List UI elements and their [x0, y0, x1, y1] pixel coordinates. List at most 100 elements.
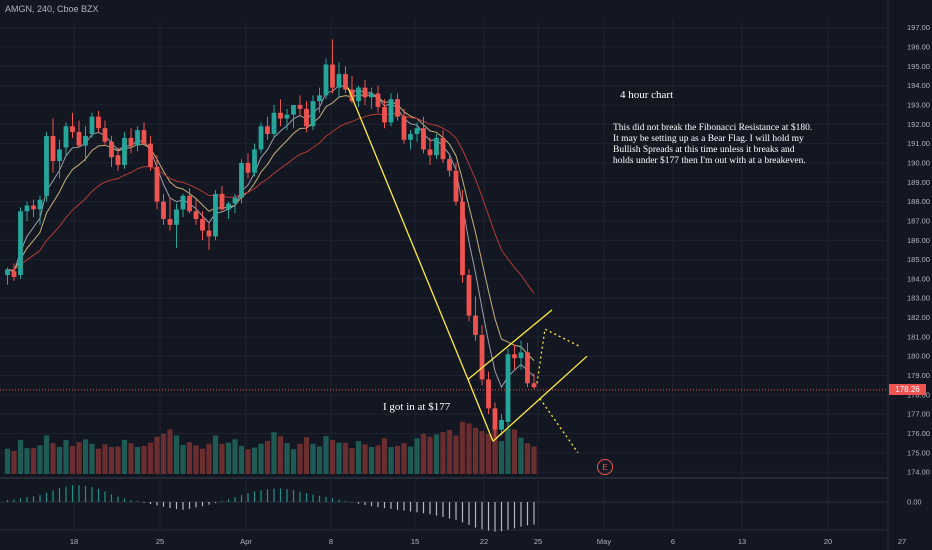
candle-body [141, 130, 147, 144]
volume-bar [375, 445, 381, 474]
flag-bottom-line [467, 379, 494, 442]
candle-body [102, 128, 108, 142]
candle-body [193, 211, 199, 220]
y-tick-label: 191.00 [907, 139, 930, 148]
y-tick-label: 184.00 [907, 274, 930, 283]
volume-bar [479, 431, 485, 474]
projection-drop-path [539, 398, 579, 454]
candle-body [219, 193, 225, 210]
volume-bar [251, 447, 258, 474]
candle-body [297, 105, 303, 109]
candle-body [401, 116, 407, 140]
y-tick-label: 179.00 [907, 371, 930, 380]
volume-bar [362, 444, 368, 474]
candle-body [187, 195, 192, 212]
chart-note-body: This did not break the Fibonacci Resista… [613, 123, 813, 166]
flagpole-line [347, 87, 469, 380]
candle-body [135, 130, 140, 146]
volume-bar [245, 449, 251, 474]
symbol-header: AMGN, 240, Cboe BZX [5, 4, 99, 14]
volume-bar [271, 432, 277, 474]
candle-body [31, 205, 36, 210]
candle-body [252, 149, 257, 173]
projection-bounce-path [536, 328, 581, 384]
x-tick-label: 20 [824, 537, 832, 546]
volume-bar [277, 436, 284, 474]
candle-body [245, 162, 251, 173]
volume-bar [433, 434, 440, 474]
volume-bar [95, 448, 102, 474]
volume-bar [355, 441, 362, 474]
candle-body [161, 201, 166, 220]
candle-body [115, 155, 121, 165]
trend-drawings[interactable]: E [347, 87, 613, 475]
y-tick-label: 192.00 [907, 120, 930, 129]
candle-body [154, 166, 160, 202]
candle-body [492, 408, 498, 430]
oscillator-pane [0, 485, 888, 532]
candle-body [505, 354, 511, 422]
ma-slow-line [7, 112, 535, 294]
x-tick-label: Apr [240, 537, 252, 546]
volume-bar [167, 429, 173, 474]
volume-bar [102, 444, 108, 474]
volume-bars [4, 421, 537, 474]
chart-note-title: 4 hour chart [620, 89, 674, 101]
volume-bar [414, 438, 420, 474]
time-axis[interactable]: 18 25 Apr 8 15 22 25 May 6 13 20 27 [70, 537, 906, 546]
volume-bar [134, 447, 141, 474]
volume-bar [193, 445, 199, 474]
volume-bar [342, 442, 349, 474]
candle-body [96, 116, 101, 129]
candle-body [369, 93, 374, 98]
y-tick-label: 181.00 [907, 332, 930, 341]
volume-bar [472, 427, 479, 474]
earnings-event-icon [597, 459, 613, 475]
volume-bar [368, 447, 375, 474]
candle-body [206, 230, 212, 237]
candle-body [343, 74, 348, 90]
volume-bar [43, 435, 50, 474]
y-tick-label: 177.00 [907, 410, 930, 419]
volume-bar [505, 428, 511, 474]
candle-body [388, 99, 394, 123]
candle-body [531, 383, 537, 388]
volume-bar [63, 439, 69, 474]
volume-bar [212, 435, 219, 474]
candle-body [453, 170, 459, 202]
volume-bar [264, 441, 271, 474]
candle-body [167, 219, 173, 225]
candle-body [525, 352, 530, 384]
volume-bar [394, 445, 401, 474]
volume-bar [206, 443, 212, 474]
volume-bar [381, 438, 388, 474]
y-tick-label: 188.00 [907, 197, 930, 206]
volume-bar [219, 443, 225, 474]
volume-bar [316, 446, 323, 474]
candle-body [258, 126, 264, 150]
candle-body [427, 149, 433, 156]
candle-body [63, 126, 69, 148]
x-tick-label: 25 [156, 537, 164, 546]
candle-body [44, 135, 49, 196]
candle-body [122, 137, 127, 165]
volume-bar [427, 436, 433, 474]
candle-body [89, 116, 95, 134]
ma-fast-line [7, 84, 535, 389]
last-price-tag: 178.26 [889, 384, 926, 395]
candle-body [382, 106, 387, 123]
y-tick-label: 185.00 [907, 255, 930, 264]
y-tick-label: 196.00 [907, 43, 930, 52]
candle-body [271, 112, 277, 134]
candle-body [284, 114, 290, 119]
x-tick-label: May [597, 537, 611, 546]
volume-bar [446, 430, 453, 474]
volume-bar [238, 445, 245, 474]
volume-bar [258, 443, 264, 474]
volume-bar [4, 448, 11, 474]
volume-bar [128, 443, 134, 474]
flag-upper-channel [467, 309, 553, 380]
volume-bar [349, 448, 355, 474]
candle-body [50, 135, 56, 162]
